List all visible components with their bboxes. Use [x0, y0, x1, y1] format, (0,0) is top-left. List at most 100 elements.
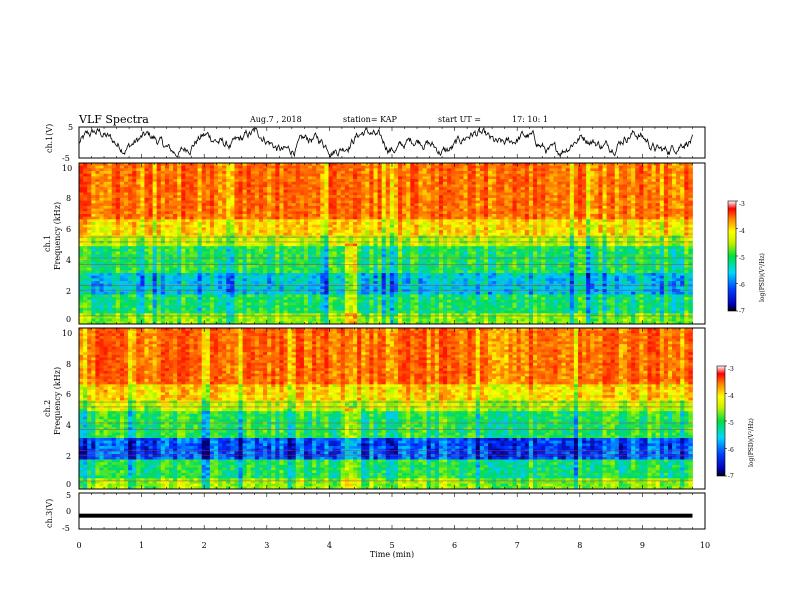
spectrogram-cell	[561, 168, 567, 172]
spectrogram-cell	[438, 171, 444, 175]
spectrogram-cell	[250, 213, 256, 218]
spectrogram-cell	[582, 171, 587, 175]
spectrogram-cell	[283, 240, 288, 244]
spectrogram-cell	[455, 205, 460, 210]
spectrogram-cell	[218, 173, 223, 177]
spectrogram-cell	[238, 211, 243, 215]
spectrogram-cell	[541, 203, 546, 207]
spectrogram-cell	[377, 200, 383, 204]
spectrogram-cell	[627, 213, 632, 218]
spectrogram-cell	[524, 203, 530, 207]
spectrogram-cell	[565, 200, 571, 204]
spectrogram-cell	[332, 246, 338, 250]
spectrogram-cell	[459, 224, 464, 228]
spectrogram-cell	[140, 243, 145, 247]
spectrogram-cell	[479, 163, 485, 167]
spectrogram-cell	[246, 224, 252, 228]
spectrogram-cell	[586, 173, 591, 177]
spectrogram-cell	[320, 211, 325, 215]
spectrogram-cell	[410, 195, 415, 199]
spectrogram-cell	[308, 189, 313, 193]
spectrogram-cell	[676, 232, 681, 236]
spectrogram-cell	[398, 213, 403, 218]
spectrogram-cell	[132, 189, 137, 193]
spectrogram-cell	[627, 187, 632, 191]
spectrogram-cell	[222, 192, 227, 196]
spectrogram-cell	[393, 192, 399, 196]
spectrogram-cell	[508, 163, 513, 167]
spectrogram-cell	[156, 243, 162, 247]
spectrogram-cell	[528, 176, 534, 180]
spectrogram-cell	[287, 197, 293, 201]
spectrogram-cell	[107, 195, 113, 199]
spectrogram-cell	[348, 163, 354, 167]
spectrogram-cell	[483, 243, 489, 247]
spectrogram-cell	[107, 187, 113, 191]
spectrogram-cell	[663, 179, 669, 183]
spectrogram-cell	[483, 213, 489, 218]
spectrogram-cell	[336, 208, 342, 212]
spectrogram-cell	[320, 165, 325, 169]
spectrogram-cell	[250, 195, 256, 199]
spectrogram-cell	[254, 168, 260, 172]
spectrogram-cell	[303, 163, 309, 167]
spectrogram-cell	[582, 181, 587, 185]
spectrogram-cell	[263, 230, 268, 234]
spectrogram-cell	[483, 200, 489, 204]
spectrogram-cell	[287, 184, 293, 188]
spectrogram-cell	[475, 205, 481, 210]
spectrogram-cell	[430, 222, 436, 226]
spectrogram-cell	[639, 168, 644, 172]
spectrogram-cell	[590, 181, 595, 185]
spectrogram-cell	[561, 200, 567, 204]
spectrogram-cell	[545, 181, 550, 185]
spectrogram-cell	[152, 195, 158, 199]
spectrogram-cell	[177, 176, 182, 180]
spectrogram-cell	[234, 248, 239, 252]
spectrogram-cell	[295, 200, 301, 204]
spectrogram-cell	[316, 248, 321, 252]
spectrogram-cell	[590, 240, 595, 244]
spectrogram-cell	[479, 200, 485, 204]
spectrogram-cell	[402, 240, 407, 244]
spectrogram-cell	[115, 246, 121, 250]
spectrogram-cell	[667, 176, 673, 180]
spectrogram-cell	[365, 240, 370, 244]
spectrogram-cell	[627, 195, 632, 199]
spectrogram-cell	[87, 173, 92, 177]
spectrogram-cell	[209, 248, 215, 252]
spectrogram-cell	[353, 246, 358, 250]
spectrogram-cell	[271, 195, 276, 199]
spectrogram-cell	[451, 219, 456, 223]
spectrogram-cell	[83, 205, 88, 210]
spectrogram-cell	[115, 197, 121, 201]
spectrogram-cell	[598, 173, 603, 177]
spectrogram-cell	[471, 184, 477, 188]
spectrogram-cell	[532, 187, 538, 191]
spectrogram-cell	[496, 189, 501, 193]
spectrogram-cell	[688, 222, 693, 226]
spectrogram-cell	[275, 246, 280, 250]
spectrogram-cell	[508, 205, 513, 210]
spectrogram-cell	[291, 211, 297, 215]
spectrogram-cell	[95, 227, 100, 231]
spectrogram-cell	[430, 189, 436, 193]
spectrogram-cell	[95, 163, 100, 167]
spectrogram-cell	[295, 195, 301, 199]
spectrogram-cell	[577, 243, 583, 247]
spectrogram-cell	[504, 200, 509, 204]
spectrogram-cell	[128, 238, 133, 242]
spectrogram-cell	[610, 246, 616, 250]
spectrogram-cell	[316, 243, 321, 247]
spectrogram-cell	[336, 176, 342, 180]
spectrogram-cell	[340, 216, 346, 220]
spectrogram-cell	[168, 232, 174, 236]
spectrogram-cell	[447, 211, 452, 215]
spectrogram-cell	[218, 171, 223, 175]
spectrogram-cell	[512, 230, 518, 234]
spectrogram-cell	[680, 238, 685, 242]
spectrogram-cell	[181, 168, 186, 172]
spectrogram-cell	[164, 224, 170, 228]
spectrogram-cell	[177, 216, 182, 220]
spectrogram-cell	[471, 208, 477, 212]
